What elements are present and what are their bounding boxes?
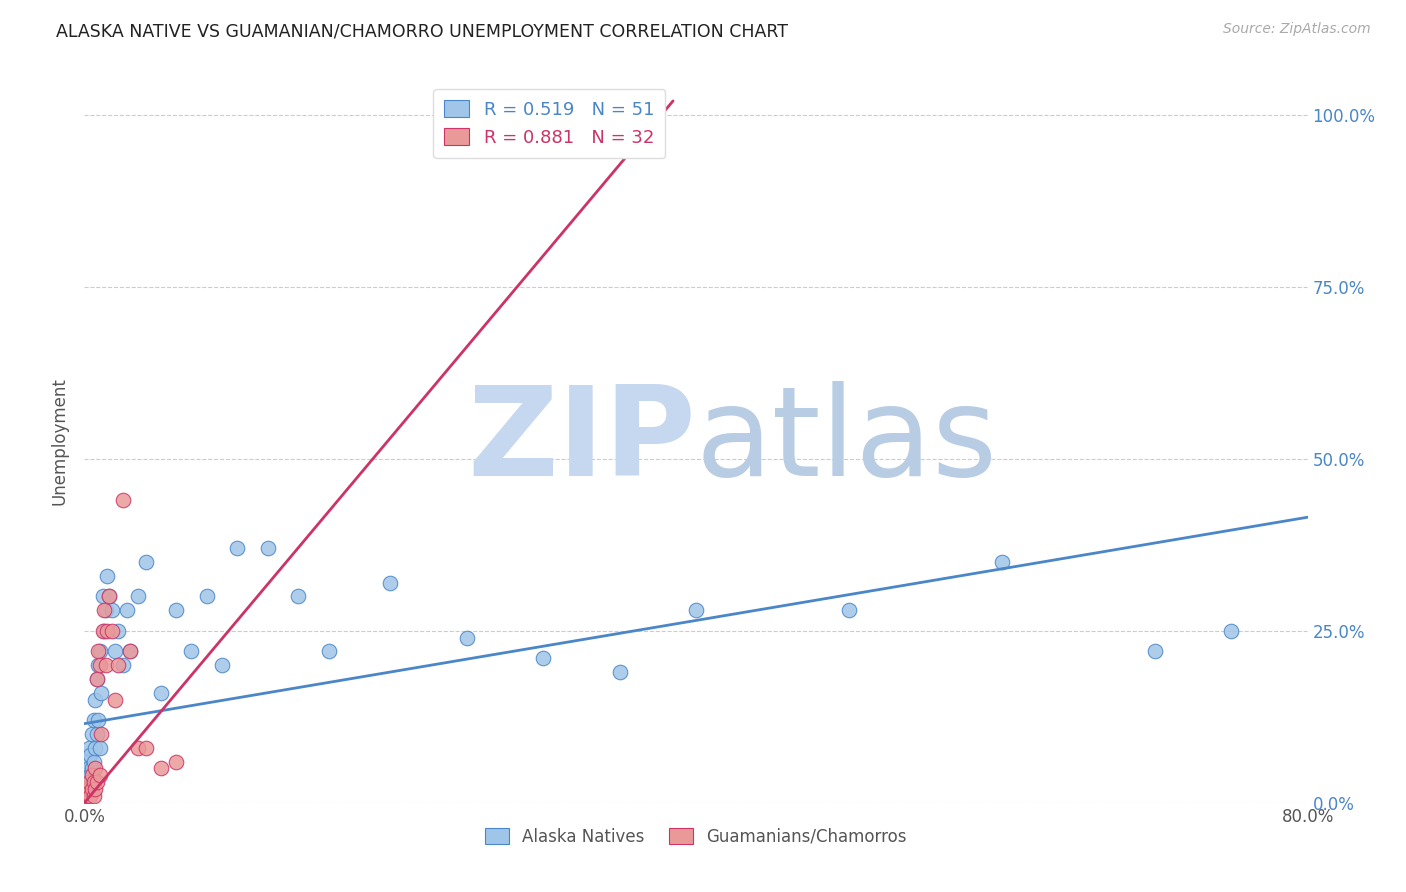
Point [76, 789, 98, 803]
Point [75, 789, 97, 803]
Point [318, 644, 340, 658]
Point [115, 603, 138, 617]
Point [77, 740, 100, 755]
Point [80, 782, 103, 797]
Point [96, 568, 118, 582]
Point [86, 672, 108, 686]
Point [97, 590, 120, 604]
Point [111, 493, 134, 508]
Point [76, 782, 98, 797]
Point [165, 603, 187, 617]
Text: ZIP: ZIP [467, 381, 696, 502]
Point [96, 624, 118, 638]
Y-axis label: Unemployment: Unemployment [51, 377, 69, 506]
Point [83, 755, 105, 769]
Point [135, 555, 157, 569]
Point [127, 590, 149, 604]
Point [93, 603, 115, 617]
Point [685, 603, 707, 617]
Point [838, 603, 860, 617]
Point [84, 692, 107, 706]
Point [77, 782, 100, 797]
Point [149, 761, 172, 775]
Point [90, 727, 112, 741]
Point [76, 768, 98, 782]
Point [87, 658, 110, 673]
Point [91, 590, 114, 604]
Point [76, 755, 98, 769]
Point [180, 644, 202, 658]
Point [91, 624, 114, 638]
Text: ALASKA NATIVE VS GUAMANIAN/CHAMORRO UNEMPLOYMENT CORRELATION CHART: ALASKA NATIVE VS GUAMANIAN/CHAMORRO UNEM… [56, 22, 789, 40]
Point [1220, 624, 1243, 638]
Point [83, 775, 105, 789]
Text: atlas: atlas [696, 381, 998, 502]
Point [89, 644, 111, 658]
Point [287, 590, 309, 604]
Point [101, 603, 124, 617]
Point [89, 768, 111, 782]
Point [211, 658, 233, 673]
Point [86, 672, 108, 686]
Point [104, 644, 127, 658]
Point [80, 727, 103, 741]
Point [80, 768, 103, 782]
Point [87, 713, 110, 727]
Point [84, 740, 107, 755]
Point [87, 644, 110, 658]
Point [83, 789, 105, 803]
Point [79, 747, 101, 762]
Point [165, 755, 187, 769]
Point [79, 789, 101, 803]
Point [135, 740, 157, 755]
Point [94, 658, 117, 673]
Point [94, 603, 117, 617]
Point [89, 740, 111, 755]
Point [79, 768, 101, 782]
Point [1143, 644, 1166, 658]
Point [226, 541, 249, 556]
Point [101, 624, 124, 638]
Point [83, 713, 105, 727]
Point [86, 775, 108, 789]
Point [107, 624, 129, 638]
Point [149, 686, 172, 700]
Point [107, 658, 129, 673]
Legend: Alaska Natives, Guamanians/Chamorros: Alaska Natives, Guamanians/Chamorros [478, 821, 914, 852]
Point [991, 555, 1014, 569]
Point [456, 631, 478, 645]
Point [77, 761, 100, 775]
Point [90, 686, 112, 700]
Point [93, 624, 115, 638]
Point [77, 775, 100, 789]
Text: Source: ZipAtlas.com: Source: ZipAtlas.com [1223, 22, 1371, 37]
Point [380, 575, 402, 590]
Point [84, 761, 107, 775]
Point [86, 727, 108, 741]
Point [104, 692, 127, 706]
Point [531, 651, 554, 665]
Point [127, 740, 149, 755]
Point [111, 658, 134, 673]
Point [84, 782, 107, 797]
Point [120, 644, 142, 658]
Point [609, 665, 631, 679]
Point [80, 761, 103, 775]
Point [89, 658, 111, 673]
Point [120, 644, 142, 658]
Point [257, 541, 280, 556]
Point [97, 590, 120, 604]
Point [75, 775, 97, 789]
Point [195, 590, 218, 604]
